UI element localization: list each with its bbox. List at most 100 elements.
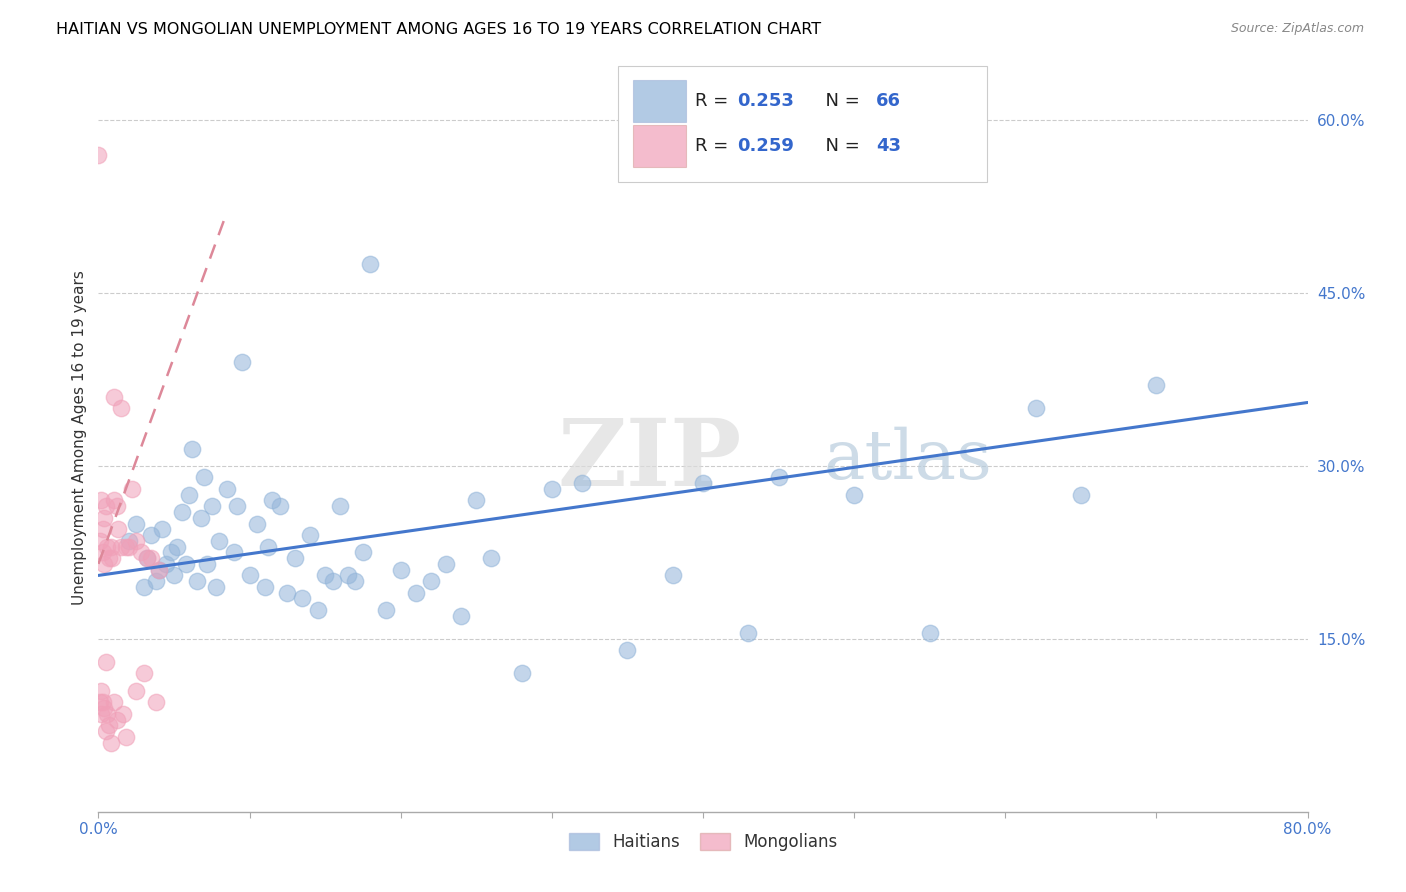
Point [253, 580, 276, 594]
Text: Source: ZipAtlas.com: Source: ZipAtlas.com [1230, 22, 1364, 36]
Point [1024, 401, 1046, 416]
Point [284, 551, 307, 566]
Point [1144, 378, 1167, 392]
Point [262, 493, 284, 508]
Point [195, 557, 218, 571]
Point [145, 574, 167, 589]
Point [125, 683, 148, 698]
Point [768, 470, 790, 484]
Point [100, 735, 122, 749]
Point [101, 551, 124, 566]
Point [132, 580, 155, 594]
Point [374, 603, 396, 617]
Point [90, 706, 112, 721]
Point [215, 482, 238, 496]
Point [322, 574, 344, 589]
Point [155, 557, 177, 571]
Text: 0.253: 0.253 [737, 92, 794, 110]
Point [737, 626, 759, 640]
Text: 0.259: 0.259 [737, 136, 794, 154]
Point [231, 355, 253, 369]
Point [160, 545, 183, 559]
FancyBboxPatch shape [633, 80, 686, 122]
Point [107, 522, 129, 536]
Point [135, 551, 157, 566]
Point [336, 568, 359, 582]
Point [89, 533, 111, 548]
Point [329, 500, 352, 514]
Point [98, 551, 121, 566]
Point [246, 516, 269, 531]
Text: R =: R = [695, 136, 734, 154]
Point [118, 533, 141, 548]
Point [96, 706, 118, 721]
Point [256, 540, 278, 554]
Point [344, 574, 367, 589]
Point [98, 718, 121, 732]
Point [276, 585, 298, 599]
Point [103, 493, 125, 508]
Point [616, 643, 638, 657]
Text: ZIP: ZIP [558, 415, 742, 505]
Point [352, 545, 374, 559]
Point [844, 488, 866, 502]
Point [174, 557, 197, 571]
Point [208, 533, 231, 548]
Point [93, 510, 115, 524]
Point [224, 545, 246, 559]
Point [93, 701, 115, 715]
Point [269, 500, 291, 514]
Point [510, 666, 533, 681]
Point [465, 493, 488, 508]
Point [125, 533, 148, 548]
Point [360, 257, 382, 271]
Point [105, 500, 128, 514]
Point [186, 574, 208, 589]
Text: atlas: atlas [824, 426, 993, 492]
FancyBboxPatch shape [633, 126, 686, 168]
Point [94, 500, 117, 514]
Point [110, 540, 132, 554]
Point [450, 608, 472, 623]
Point [90, 683, 112, 698]
Point [114, 730, 136, 744]
Point [205, 580, 228, 594]
Point [190, 510, 212, 524]
Point [163, 568, 186, 582]
Point [125, 516, 148, 531]
Point [91, 545, 114, 559]
Point [434, 557, 457, 571]
Point [118, 540, 141, 554]
Point [291, 591, 314, 606]
Point [1070, 488, 1092, 502]
Point [141, 551, 163, 566]
Legend: Haitians, Mongolians: Haitians, Mongolians [561, 825, 845, 860]
Point [91, 522, 114, 536]
Point [93, 557, 115, 571]
Text: N =: N = [814, 136, 866, 154]
Point [148, 563, 170, 577]
Text: N =: N = [814, 92, 866, 110]
Point [111, 706, 134, 721]
Point [91, 695, 114, 709]
Point [226, 500, 249, 514]
Point [114, 540, 136, 554]
Point [150, 522, 173, 536]
Point [103, 695, 125, 709]
Point [96, 540, 118, 554]
Point [571, 476, 593, 491]
Point [314, 568, 336, 582]
Point [661, 568, 683, 582]
Point [420, 574, 443, 589]
Point [129, 545, 152, 559]
Point [181, 442, 204, 456]
Point [405, 585, 427, 599]
Point [90, 493, 112, 508]
Text: 43: 43 [876, 136, 901, 154]
Point [110, 401, 132, 416]
Point [135, 551, 157, 566]
Point [307, 603, 329, 617]
Point [239, 568, 262, 582]
Point [87, 147, 110, 161]
Text: HAITIAN VS MONGOLIAN UNEMPLOYMENT AMONG AGES 16 TO 19 YEARS CORRELATION CHART: HAITIAN VS MONGOLIAN UNEMPLOYMENT AMONG … [56, 22, 821, 37]
